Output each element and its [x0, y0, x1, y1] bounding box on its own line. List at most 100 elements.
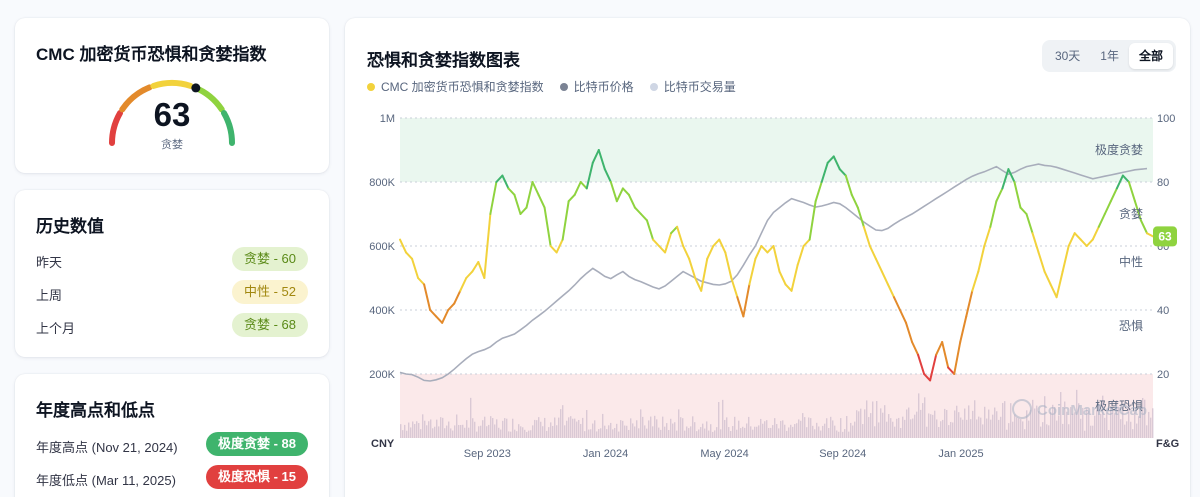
volume-bar [950, 421, 952, 438]
fear-greed-segment [718, 238, 727, 254]
fear-greed-segment [603, 168, 612, 183]
volume-bar [570, 416, 572, 438]
volume-bar [454, 425, 456, 438]
volume-bar [894, 426, 896, 438]
volume-bar [926, 426, 928, 438]
historical-values-card: 历史数值 昨天 贪婪 - 60 上周 中性 - 52 上个月 贪婪 - 68 [15, 190, 329, 357]
fear-greed-segment [682, 245, 691, 260]
volume-bar [572, 418, 574, 438]
fear-greed-segment [874, 257, 883, 273]
volume-bar [402, 430, 404, 438]
volume-bar [442, 417, 444, 438]
volume-bar [800, 420, 802, 438]
volume-bar [674, 422, 676, 438]
range-30d-button[interactable]: 30天 [1054, 49, 1081, 63]
time-range-selector: 30天 1年 全部 [1041, 40, 1176, 72]
fear-greed-segment [537, 193, 546, 209]
volume-bar [594, 420, 596, 438]
zone-label: 极度恐惧 [1095, 398, 1143, 413]
volume-bar [772, 425, 774, 438]
volume-bar [788, 427, 790, 438]
volume-bar [974, 400, 976, 438]
volume-bar [836, 430, 838, 438]
volume-bar [418, 423, 420, 438]
volume-bar [918, 393, 920, 438]
volume-bar [982, 424, 984, 438]
volume-bar [662, 416, 664, 438]
volume-bar [408, 422, 410, 438]
volume-bar [888, 414, 890, 438]
volume-bar [732, 426, 734, 438]
volume-bar [840, 418, 842, 438]
volume-bar [450, 428, 452, 438]
volume-bar [512, 418, 514, 438]
volume-bar [990, 419, 992, 438]
zone-label: 恐惧 [1119, 318, 1143, 333]
volume-bar [908, 407, 910, 438]
volume-bar [444, 428, 446, 438]
volume-bar [930, 414, 932, 438]
volume-bar [660, 429, 662, 438]
volume-bar [620, 420, 622, 438]
volume-bar [668, 430, 670, 438]
volume-bar [610, 422, 612, 438]
volume-bar [640, 409, 642, 438]
volume-bar [514, 429, 516, 438]
volume-bar [1126, 421, 1128, 438]
volume-bar [622, 420, 624, 438]
volume-bar [420, 429, 422, 438]
volume-bar [576, 421, 578, 438]
legend-index[interactable]: CMC 加密货币恐惧和贪婪指数 [367, 78, 544, 95]
volume-bar [404, 424, 406, 438]
volume-bar [1028, 420, 1030, 438]
volume-bar [672, 423, 674, 438]
legend-index-dot [367, 82, 375, 91]
yearly-high-badge: 极度贪婪 - 88 [205, 432, 308, 456]
volume-bar [842, 431, 844, 438]
volume-bar [818, 426, 820, 438]
fear-greed-segment [989, 200, 998, 228]
legend-price[interactable]: 比特币价格 [559, 78, 634, 95]
volume-bar [584, 431, 586, 438]
fear-greed-segment [652, 238, 661, 247]
volume-bar [554, 417, 556, 438]
volume-bar [828, 428, 830, 438]
volume-bar [626, 425, 628, 438]
gauge-arcs [109, 80, 235, 146]
volume-bar [784, 424, 786, 438]
volume-bar [970, 419, 972, 438]
range-1y-button[interactable]: 1年 [1100, 49, 1119, 63]
fear-greed-segment [742, 283, 751, 318]
volume-bar [1084, 430, 1086, 438]
chart-title: 恐惧和贪婪指数图表 [367, 51, 520, 70]
volume-bar [416, 421, 418, 438]
fear-greed-segment [513, 193, 522, 215]
volume-bar [600, 428, 602, 438]
fear-greed-segment [1037, 251, 1046, 273]
volume-bar [820, 430, 822, 438]
legend-volume[interactable]: 比特币交易量 [649, 78, 736, 95]
fear-greed-index-card: CMC 加密货币恐惧和贪婪指数 63 贪婪 [15, 18, 329, 173]
volume-bar [1042, 422, 1044, 438]
volume-bar [954, 410, 956, 438]
volume-bar [1120, 419, 1122, 438]
fear-greed-segment [959, 315, 968, 343]
volume-bar [566, 420, 568, 438]
range-all-button[interactable]: 全部 [1128, 43, 1173, 69]
volume-bar [692, 416, 694, 438]
volume-bar [498, 427, 500, 438]
volume-bar [574, 418, 576, 438]
volume-bar [764, 421, 766, 438]
volume-bar [1098, 404, 1100, 438]
fear-greed-segment [820, 161, 829, 183]
volume-bar [518, 424, 520, 438]
fear-greed-segment [706, 245, 715, 260]
fear-greed-segment [597, 149, 606, 171]
volume-bar [730, 430, 732, 438]
volume-bar [436, 419, 438, 438]
volume-bar [1132, 429, 1134, 438]
fear-greed-segment [1061, 245, 1070, 273]
volume-bar [438, 426, 440, 438]
left-axis-tick: 200K [369, 369, 395, 381]
